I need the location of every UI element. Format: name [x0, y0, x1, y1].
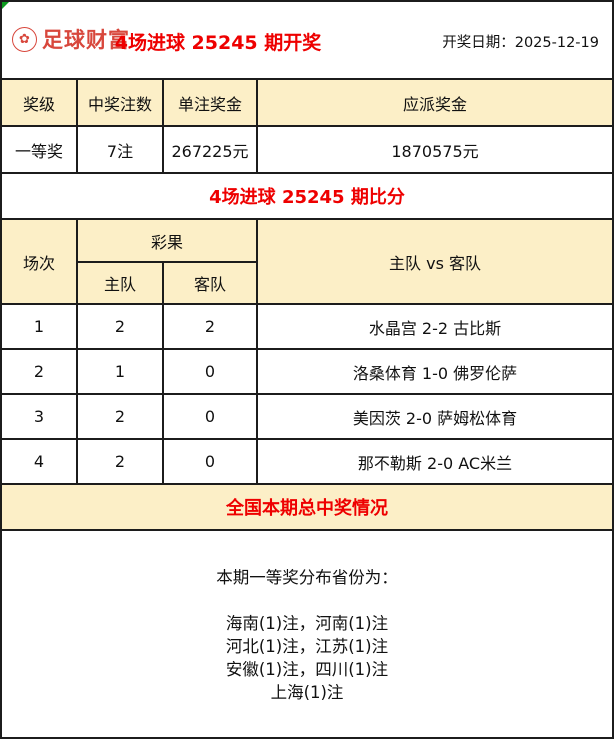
home-goals: 2	[76, 393, 164, 440]
score-header-home: 主队	[77, 261, 164, 305]
match-no: 3	[2, 393, 78, 440]
prize-total-payout-value: 1870575元	[256, 125, 612, 174]
matchup-result: 洛桑体育 1-0 佛罗伦萨	[256, 348, 612, 395]
score-row-4: 4 2 0 那不勒斯 2-0 AC米兰	[2, 438, 612, 485]
brand-logo: ✿ 足球财富	[12, 24, 130, 54]
score-header-result-group: 彩果	[75, 220, 259, 263]
home-goals: 1	[76, 348, 164, 395]
score-section-title: 4场进球 25245 期比分	[2, 174, 612, 220]
summary-section-title: 全国本期总中奖情况	[2, 485, 612, 531]
matchup-result: 美因茨 2-0 萨姆松体育	[256, 393, 612, 440]
score-header-away: 客队	[161, 261, 258, 305]
page-title: 4场进球 25245 期开奖	[114, 31, 322, 54]
prize-level-value: 一等奖	[2, 125, 78, 174]
province-line: 河北(1)注，江苏(1)注	[225, 637, 389, 656]
score-row-2: 2 1 0 洛桑体育 1-0 佛罗伦萨	[2, 348, 612, 395]
score-header-match-no: 场次	[2, 220, 78, 305]
prize-table-row: 一等奖 7注 267225元 1870575元	[2, 125, 612, 174]
prize-single-prize-value: 267225元	[162, 125, 258, 174]
score-header-matchup: 主队 vs 客队	[256, 220, 612, 305]
away-goals: 0	[161, 348, 259, 395]
score-header-row-1: 场次 彩果 主队 vs 客队	[2, 220, 612, 305]
brand-name: 足球财富	[42, 28, 130, 52]
score-header-row-2: 主队 客队	[2, 261, 612, 305]
score-row-3: 3 2 0 美因茨 2-0 萨姆松体育	[2, 393, 612, 440]
home-goals: 2	[76, 303, 164, 350]
matchup-result: 水晶宫 2-2 古比斯	[256, 303, 612, 350]
score-table: 场次 彩果 主队 vs 客队 主队 客队 1 2 2 水晶宫 2-2 古比斯 2…	[2, 220, 612, 485]
away-goals: 2	[161, 303, 259, 350]
prize-table-header-row: 奖级 中奖注数 单注奖金 应派奖金	[2, 80, 612, 127]
summary-heading: 本期一等奖分布省份为：	[216, 568, 398, 587]
province-line: 安徽(1)注，四川(1)注	[225, 660, 389, 679]
draw-date: 开奖日期：2025-12-19	[442, 34, 599, 51]
prize-header-winning-bets: 中奖注数	[76, 80, 164, 127]
prize-header-level: 奖级	[2, 80, 78, 127]
province-line: 海南(1)注，河南(1)注	[225, 614, 389, 633]
header-band: ✿ 足球财富 4场进球 25245 期开奖 开奖日期：2025-12-19	[2, 2, 612, 80]
score-row-1: 1 2 2 水晶宫 2-2 古比斯	[2, 303, 612, 350]
prize-header-single-prize: 单注奖金	[162, 80, 258, 127]
prize-winning-bets-value: 7注	[76, 125, 164, 174]
prize-header-total-payout: 应派奖金	[256, 80, 612, 127]
brand-emblem-icon: ✿	[12, 26, 37, 52]
province-line: 上海(1)注	[270, 683, 344, 702]
prize-table: 奖级 中奖注数 单注奖金 应派奖金 一等奖 7注 267225元 1870575…	[2, 80, 612, 174]
matchup-result: 那不勒斯 2-0 AC米兰	[256, 438, 612, 485]
away-goals: 0	[161, 438, 259, 485]
summary-body: 本期一等奖分布省份为： 海南(1)注，河南(1)注 河北(1)注，江苏(1)注 …	[2, 531, 612, 704]
match-no: 2	[2, 348, 78, 395]
away-goals: 0	[161, 393, 259, 440]
excel-corner-flag-icon	[2, 2, 9, 9]
home-goals: 2	[76, 438, 164, 485]
match-no: 1	[2, 303, 78, 350]
match-no: 4	[2, 438, 78, 485]
